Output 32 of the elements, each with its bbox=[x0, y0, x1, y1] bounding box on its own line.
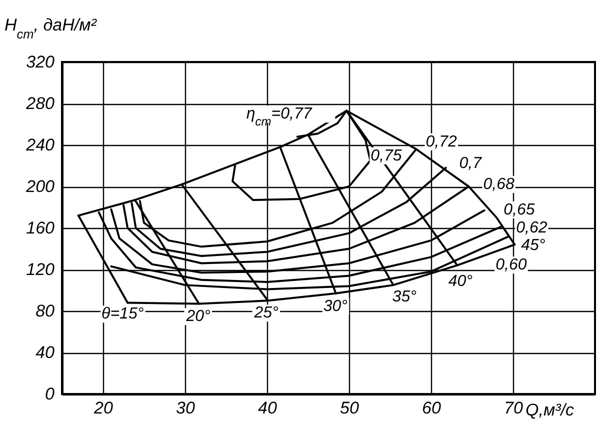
annotation: 0,75 bbox=[370, 147, 402, 164]
annotation: 0,68 bbox=[483, 176, 515, 193]
y-tick-label: 240 bbox=[25, 136, 56, 154]
y-tick-label: 80 bbox=[36, 302, 56, 320]
annotation: 30° bbox=[323, 298, 348, 315]
annotation: 45° bbox=[521, 237, 546, 254]
annotation: 0,65 bbox=[504, 201, 535, 218]
y-tick-label: 280 bbox=[25, 94, 56, 113]
x-tick-label: 60 bbox=[422, 398, 442, 418]
annotation: 40° bbox=[448, 272, 474, 290]
y-tick-label: 160 bbox=[26, 218, 56, 238]
x-axis-title: Q,м³/с bbox=[526, 400, 574, 420]
x-tick-label: 40 bbox=[258, 398, 278, 418]
annotation: 0,7 bbox=[459, 155, 483, 172]
x-tick-label: 70 bbox=[504, 398, 524, 418]
y-tick-label: 40 bbox=[36, 343, 56, 362]
y-axis-title: H$_{cm}$, даН/м² bbox=[4, 16, 98, 41]
annotation: 0,62 bbox=[516, 219, 548, 236]
annotation: 35° bbox=[392, 288, 418, 306]
y-tick-label: 200 bbox=[25, 177, 56, 196]
x-tick-label: 30 bbox=[176, 398, 196, 418]
annotation: 0,60 bbox=[496, 256, 527, 274]
y-tick-label: 120 bbox=[26, 260, 56, 279]
x-tick-label: 50 bbox=[340, 398, 360, 418]
y-tick-label: 320 bbox=[26, 52, 56, 72]
annotation: η$_{cm}$=0,77 bbox=[246, 106, 313, 129]
x-tick-label: 20 bbox=[93, 398, 114, 418]
annotation: 20° bbox=[185, 308, 212, 326]
annotation: θ=15° bbox=[102, 306, 144, 323]
annotation: 0,72 bbox=[426, 133, 457, 150]
y-tick-label: 0 bbox=[45, 384, 56, 404]
annotation: 25° bbox=[253, 304, 280, 322]
